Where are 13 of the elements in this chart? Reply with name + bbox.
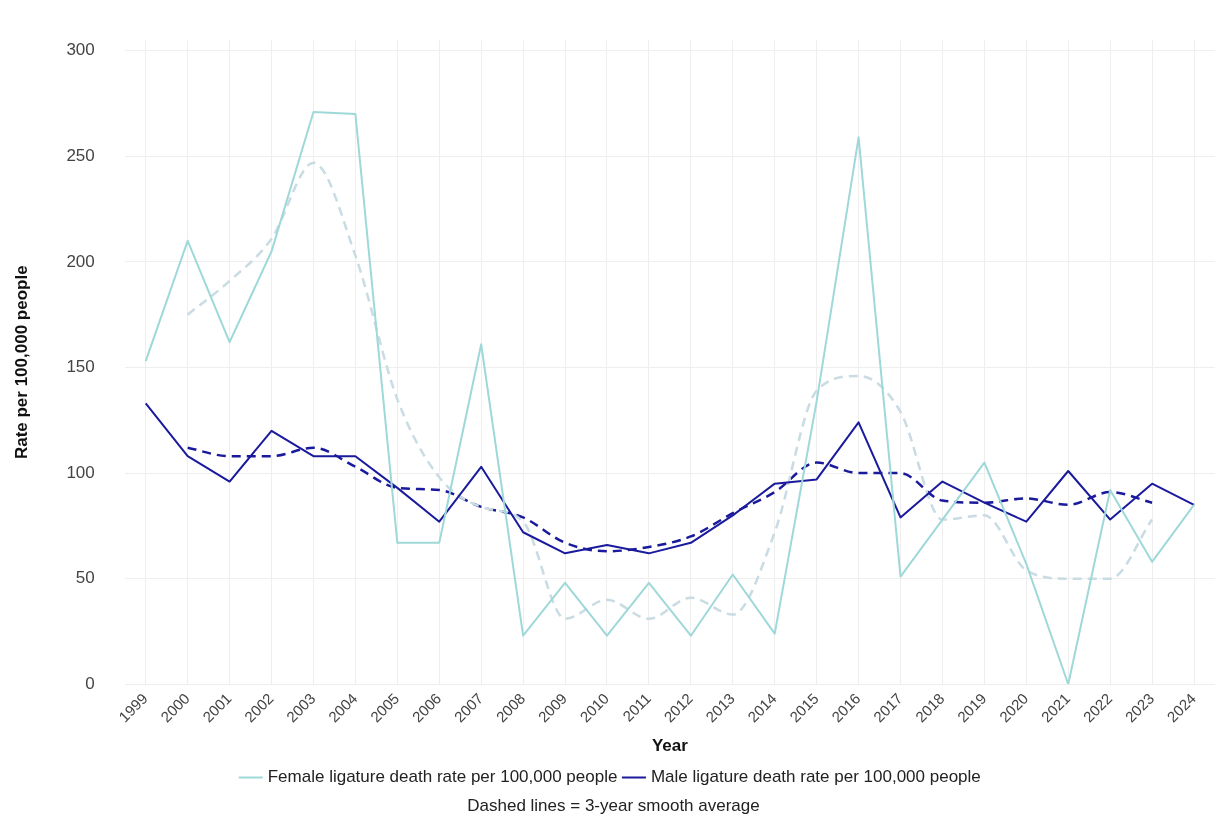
legend-label: Female ligature death rate per 100,000 people <box>267 767 618 787</box>
y-tick-label: 150 <box>66 357 95 377</box>
y-tick-label: 0 <box>85 673 95 693</box>
x-axis-title: Year <box>651 736 689 756</box>
line-series <box>186 161 1154 621</box>
y-axis-title: Rate per 100,000 people <box>11 265 31 460</box>
text: Dashed lines = 3-year smooth average <box>466 796 761 816</box>
y-tick-label: 100 <box>66 462 95 482</box>
y-tick-label: 50 <box>75 568 95 588</box>
y-tick-label: 300 <box>66 40 95 60</box>
y-tick-label: 200 <box>66 251 95 271</box>
y-tick-label: 250 <box>66 146 95 166</box>
legend-label: Male ligature death rate per 100,000 people <box>650 767 981 787</box>
